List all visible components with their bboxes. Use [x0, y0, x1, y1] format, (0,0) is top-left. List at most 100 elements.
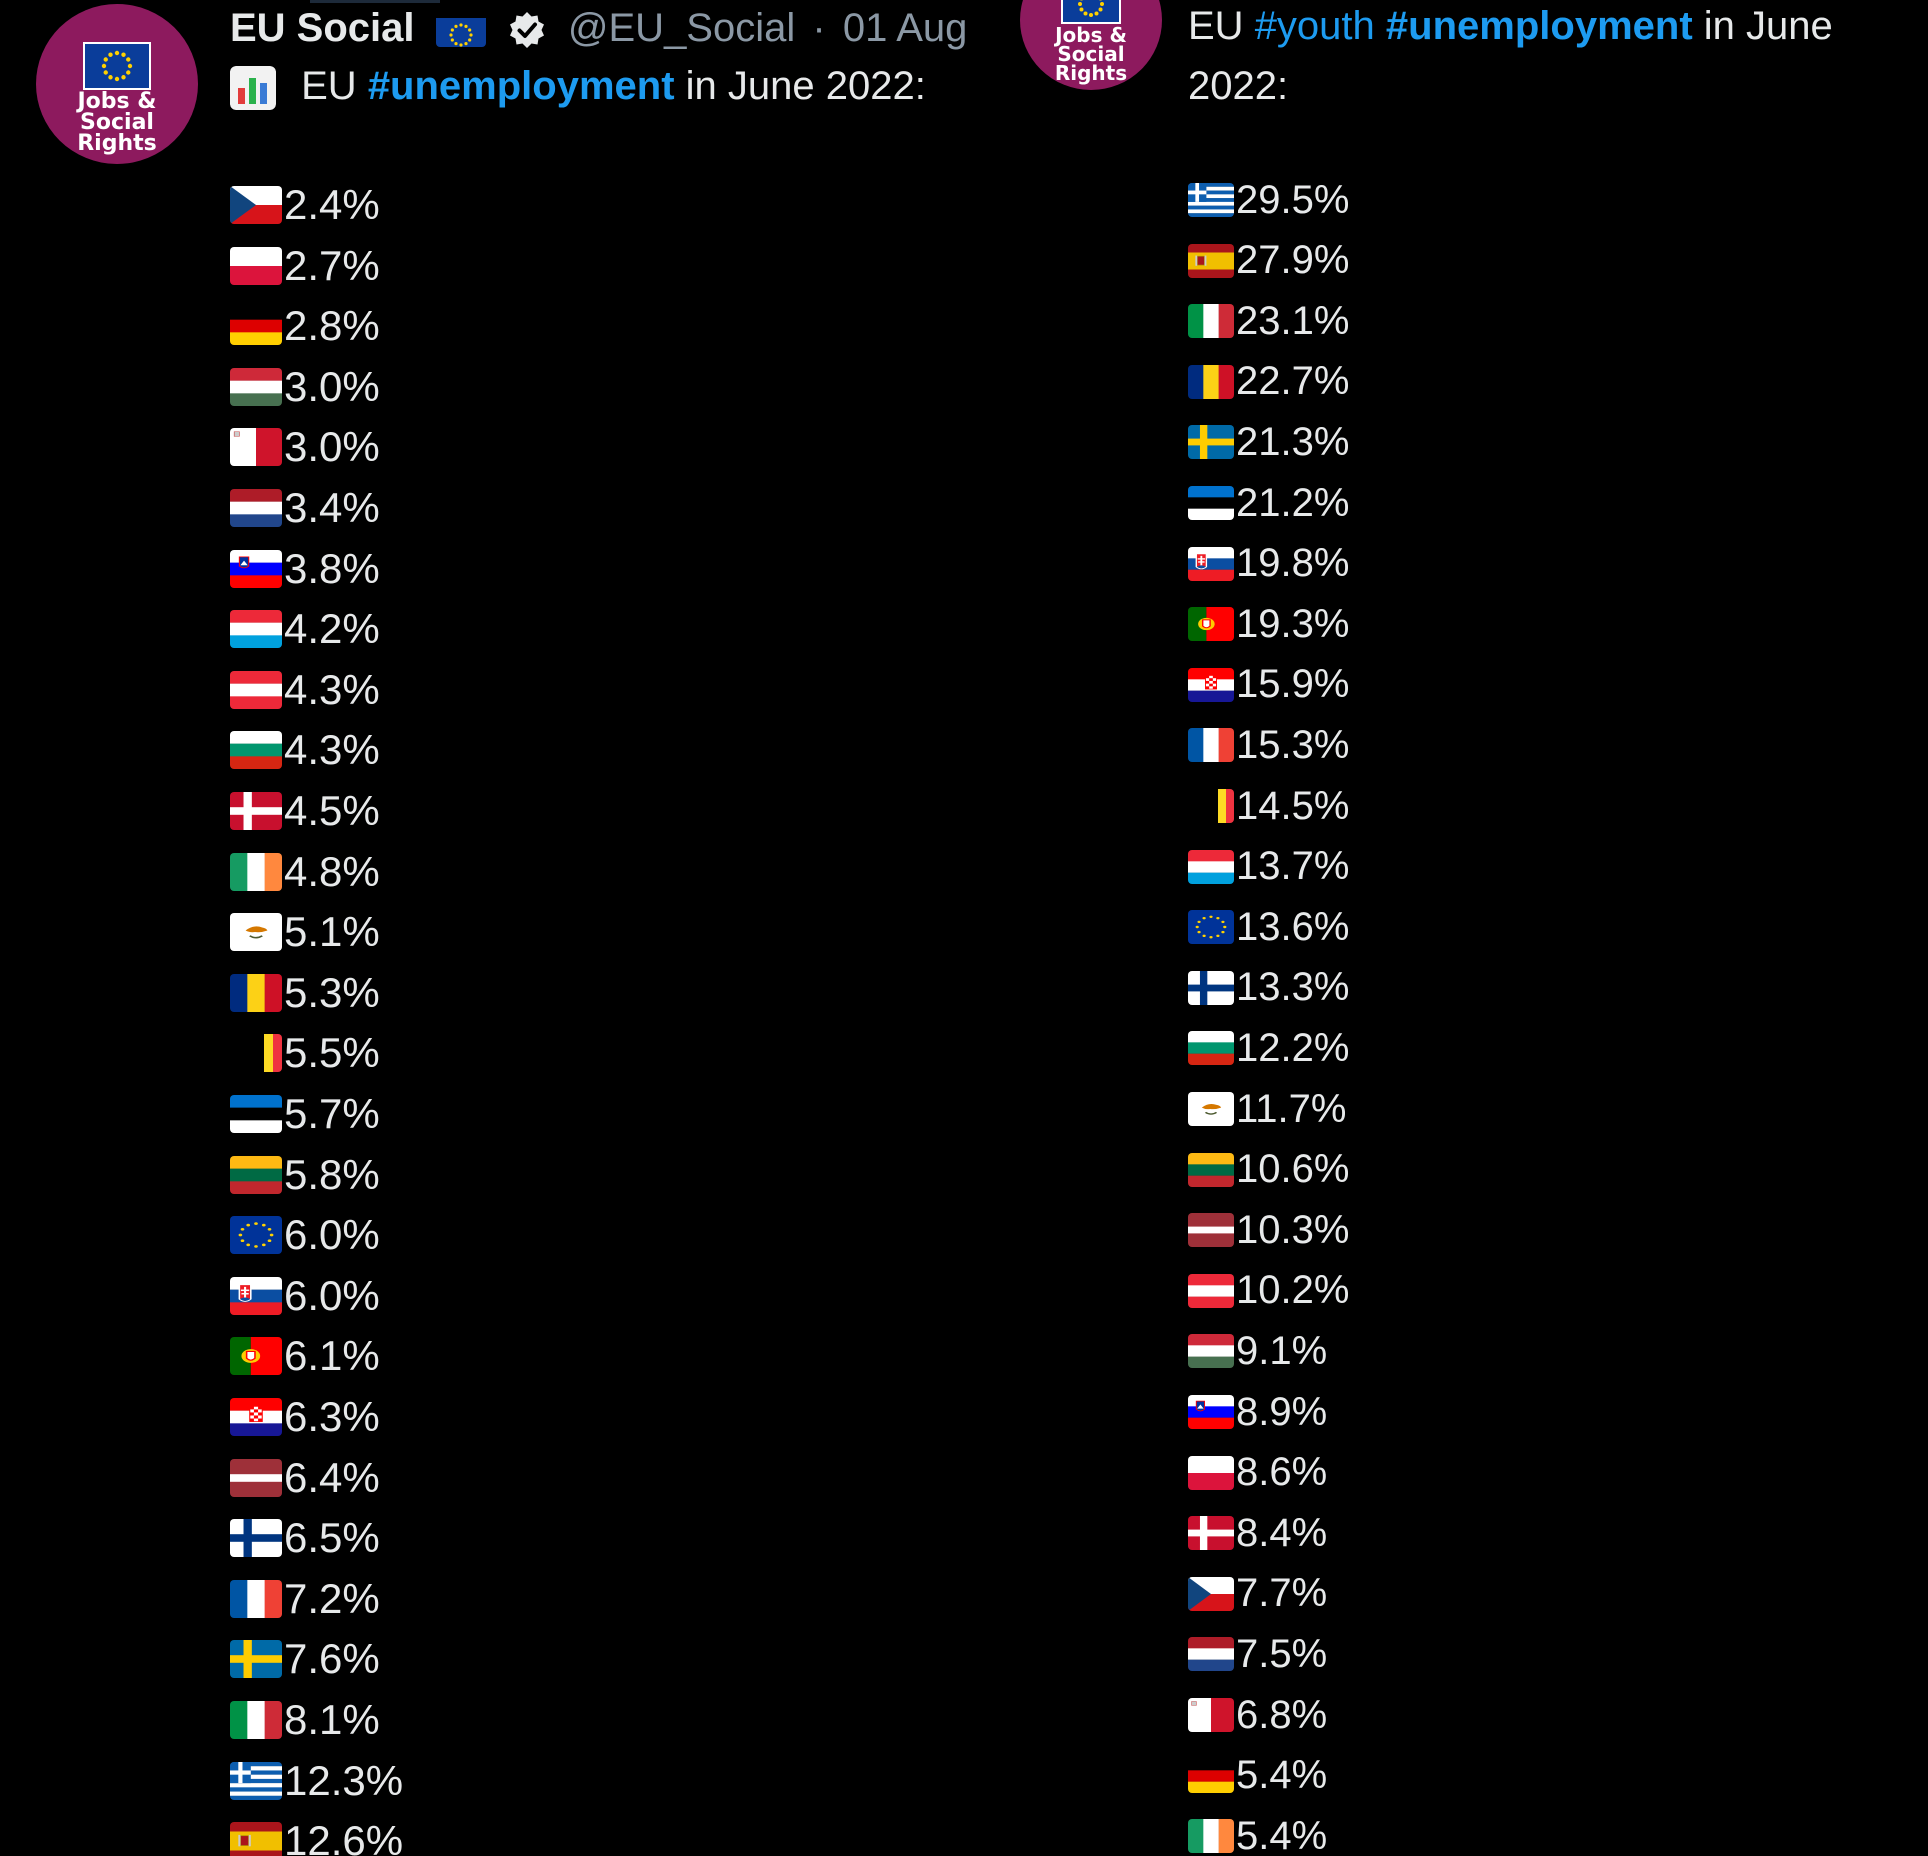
author-name[interactable]: EU Social [230, 6, 415, 50]
flag-it-icon [1188, 304, 1234, 339]
flag-si-icon [230, 549, 282, 588]
flag-nl-icon [1188, 1637, 1234, 1672]
flag-icon-wrap [230, 1216, 282, 1255]
list-item: 15.9% [1188, 655, 1349, 715]
bar-chart-icon [230, 66, 276, 111]
list-item: 4.2% [230, 600, 380, 658]
flag-icon-wrap [1188, 425, 1234, 460]
flag-icon-wrap [230, 610, 282, 649]
flag-icon-wrap [230, 1822, 282, 1856]
flag-gr-icon [1188, 183, 1234, 217]
rate-value: 21.3% [1236, 419, 1350, 464]
list-item: 5.3% [230, 964, 380, 1022]
top-divider [310, 0, 440, 3]
tweet-prefix: EU [1188, 4, 1255, 48]
list-item: 12.3% [230, 1752, 403, 1810]
flag-cy-icon [1188, 1092, 1234, 1126]
flag-icon-wrap [230, 913, 282, 952]
eu-flag-icon [83, 42, 151, 90]
flag-si-icon [1188, 1395, 1234, 1429]
flag-icon-wrap [1188, 546, 1234, 581]
rate-value: 13.6% [1236, 904, 1350, 949]
flag-hr-icon [1188, 667, 1234, 702]
rate-value: 10.6% [1236, 1147, 1350, 1192]
flag-pl-icon [230, 246, 282, 285]
rate-value: 2.4% [284, 181, 380, 228]
list-item: 3.8% [230, 540, 380, 598]
flag-icon-wrap [230, 307, 282, 346]
flag-pt-icon [230, 1337, 282, 1376]
rate-value: 12.3% [284, 1756, 404, 1804]
flag-dk-icon [230, 792, 282, 830]
flag-icon-wrap [1188, 1273, 1234, 1308]
flag-icon-wrap [230, 792, 282, 830]
author-handle[interactable]: @EU_Social [567, 6, 796, 50]
flag-icon-wrap [230, 428, 282, 467]
flag-at-icon [1188, 1273, 1234, 1308]
rate-value: 3.0% [284, 423, 380, 471]
flag-hr-icon [230, 1398, 282, 1436]
rate-value: 29.5% [1236, 177, 1350, 222]
flag-lv-icon [230, 1458, 282, 1497]
flag-at-icon [230, 670, 282, 709]
flag-icon-wrap [1188, 1637, 1234, 1672]
hashtag-youth[interactable]: #youth [1254, 4, 1375, 48]
flag-ee-icon [230, 1095, 282, 1133]
rate-value: 15.9% [1236, 662, 1350, 707]
list-item: 23.1% [1188, 291, 1349, 351]
flag-be-icon [255, 1034, 282, 1073]
flag-lu-icon [230, 610, 282, 649]
hashtag-unemployment[interactable]: #unemployment [1385, 4, 1693, 48]
flag-icon-wrap [230, 186, 282, 224]
list-item: 6.4% [230, 1449, 380, 1507]
list-item: 2.7% [230, 237, 380, 295]
list-item: 29.5% [1188, 170, 1349, 230]
rate-value: 6.3% [284, 1393, 380, 1440]
list-item: 2.8% [230, 297, 380, 355]
rate-value: 13.7% [1236, 844, 1350, 889]
avatar[interactable]: Jobs & Social Rights [1020, 0, 1162, 90]
list-item: 5.4% [1188, 1746, 1327, 1806]
flag-icon-wrap [230, 1640, 282, 1679]
flag-it-icon [230, 1701, 282, 1739]
flag-icon-wrap [1188, 667, 1234, 702]
avatar[interactable]: Jobs & Social Rights [36, 4, 198, 164]
rate-value: 4.2% [284, 605, 380, 653]
list-item: 7.7% [1188, 1564, 1327, 1624]
rate-value: 8.1% [284, 1696, 380, 1743]
flag-se-icon [1188, 425, 1234, 460]
tweet-text: EU #youth #unemployment in June 2022: [1188, 0, 1833, 116]
hashtag-unemployment[interactable]: #unemployment [367, 64, 675, 108]
rate-value: 23.1% [1236, 298, 1350, 343]
flag-de-icon [1188, 1758, 1234, 1793]
list-item: 7.6% [230, 1630, 380, 1688]
flag-icon-wrap [230, 1337, 282, 1376]
flag-fi-icon [1188, 970, 1234, 1005]
list-item: 2.4% [230, 176, 380, 234]
flag-eu-icon [1188, 910, 1234, 945]
list-item: 8.1% [230, 1691, 380, 1749]
separator: · [812, 6, 826, 50]
rate-value: 19.8% [1236, 541, 1350, 586]
rate-value: 4.3% [284, 665, 380, 713]
flag-ee-icon [1188, 486, 1234, 520]
list-item: 21.2% [1188, 473, 1349, 533]
rate-value: 3.8% [284, 544, 380, 592]
list-item: 5.8% [230, 1146, 380, 1204]
rate-value: 10.2% [1236, 1268, 1350, 1313]
list-item: 10.3% [1188, 1200, 1349, 1260]
tweet-suffix: in June 2022: [685, 64, 926, 108]
rate-value: 27.9% [1236, 238, 1350, 283]
rate-value: 5.7% [284, 1090, 380, 1137]
flag-icon-wrap [230, 1398, 282, 1436]
flag-icon-wrap [230, 1155, 282, 1194]
list-item: 4.8% [230, 843, 380, 901]
flag-icon-wrap [1188, 607, 1234, 642]
tweet-date[interactable]: 01 Aug [842, 6, 968, 50]
flag-lt-icon [230, 1155, 282, 1194]
list-item: 5.5% [230, 1024, 380, 1082]
list-item: 3.0% [230, 358, 380, 416]
list-item: 22.7% [1188, 352, 1349, 412]
rate-value: 5.4% [1236, 1753, 1328, 1798]
rate-value: 10.3% [1236, 1207, 1350, 1252]
